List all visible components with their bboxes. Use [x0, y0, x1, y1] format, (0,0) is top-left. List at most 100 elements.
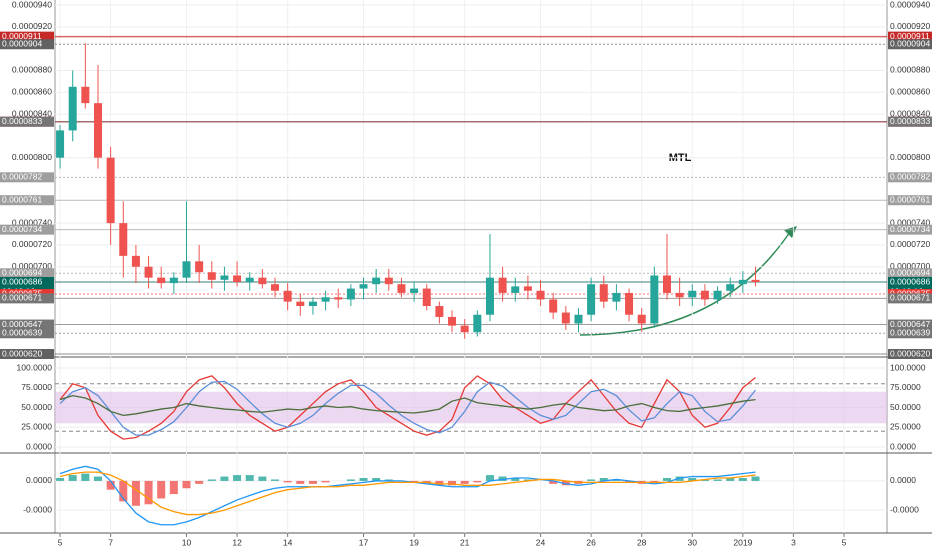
histogram-bar	[258, 476, 267, 481]
histogram-bar	[751, 476, 760, 481]
candle-body	[144, 266, 153, 278]
price-label: 0.0000639	[2, 328, 42, 338]
candle-body	[688, 290, 697, 298]
candle-body	[68, 86, 77, 131]
candle-body	[448, 316, 457, 326]
price-label-box	[888, 277, 932, 288]
price-label-box	[888, 293, 932, 304]
price-label-box	[0, 195, 54, 206]
candle-body	[637, 314, 646, 324]
histogram-bar	[308, 480, 317, 484]
x-tick-label: 7	[108, 537, 113, 547]
x-tick-label: 24	[536, 537, 546, 547]
y-tick-label: 0.0000880	[890, 65, 930, 75]
histogram-bar	[561, 480, 570, 486]
y-tick-label: 0.0000840	[12, 108, 52, 118]
y-tick-label: 0.0000940	[12, 0, 52, 9]
price-label: 0.0000911	[2, 31, 42, 41]
y-tick-label: 0.0000800	[12, 152, 52, 162]
y-tick-label: 0.0000920	[12, 21, 52, 31]
x-tick-label: 26	[586, 537, 596, 547]
histogram-bar	[511, 478, 520, 481]
y-tick-label: 0.0000920	[890, 21, 930, 31]
histogram-bar	[485, 475, 494, 481]
histogram-bar	[296, 480, 305, 484]
y-tick-label: 0.0000	[890, 475, 916, 485]
y-tick-label: 0.0000800	[890, 152, 930, 162]
y-tick-label: 0.0000720	[890, 239, 930, 249]
candle-body	[650, 275, 659, 324]
candle-body	[738, 279, 747, 285]
price-label-box	[0, 349, 54, 359]
histogram-bar	[271, 479, 280, 481]
y-tick-label: 25.0000	[21, 422, 52, 432]
x-tick-label: 10	[182, 537, 192, 547]
price-label: 0.0000904	[2, 39, 42, 49]
y-tick-label: 0.0000740	[12, 217, 52, 227]
candle-body	[346, 288, 355, 300]
histogram-bar	[498, 476, 507, 481]
candle-body	[169, 277, 178, 284]
y-tick-label: 25.0000	[890, 422, 921, 432]
price-label-box	[888, 328, 932, 339]
histogram-bar	[587, 479, 596, 481]
y-tick-label: 100.0000	[890, 362, 926, 372]
candle-body	[561, 312, 570, 324]
price-label: 0.0000904	[890, 39, 930, 49]
candle-body	[207, 272, 216, 280]
price-label: 0.0000675	[890, 288, 930, 298]
price-label-box	[888, 31, 932, 42]
histogram-bar	[93, 476, 102, 481]
price-label: 0.0000833	[890, 116, 930, 126]
histogram-bar	[650, 480, 659, 483]
candle-body	[131, 255, 140, 267]
candle-body	[283, 290, 292, 302]
price-label-box	[0, 268, 54, 279]
price-label: 0.0000694	[890, 268, 930, 278]
histogram-bar	[523, 479, 532, 481]
price-label: 0.0000671	[890, 293, 930, 303]
price-label-box	[888, 39, 932, 50]
histogram-bar	[549, 480, 558, 484]
y-tick-label: 0.0000700	[12, 261, 52, 271]
histogram-bar	[106, 480, 115, 490]
candle-body	[271, 284, 280, 291]
candle-body	[422, 288, 431, 307]
histogram-bar	[726, 478, 735, 481]
candle-body	[182, 261, 191, 278]
histogram-bar	[283, 480, 292, 483]
y-tick-label: 0.0000	[890, 441, 916, 451]
y-tick-label: -0.0000	[23, 504, 52, 514]
candle-body	[574, 314, 583, 324]
y-tick-label: 75.0000	[21, 382, 52, 392]
price-label-box	[888, 349, 932, 359]
y-tick-label: 0.0000860	[890, 87, 930, 97]
price-label: 0.0000671	[2, 293, 42, 303]
x-tick-label: 5	[58, 537, 63, 547]
y-tick-label: 75.0000	[890, 382, 921, 392]
x-tick-label: 5	[842, 537, 847, 547]
y-tick-label: 50.0000	[21, 402, 52, 412]
price-label: 0.0000911	[890, 31, 930, 41]
price-label-box	[0, 319, 54, 330]
histogram-bar	[131, 480, 140, 506]
candle-body	[473, 314, 482, 333]
histogram-bar	[56, 478, 65, 481]
series-line	[59, 394, 756, 417]
x-tick-label: 19	[409, 537, 419, 547]
price-label-box	[0, 277, 54, 288]
candle-body	[675, 292, 684, 298]
histogram-bar	[599, 478, 608, 481]
y-tick-label: 50.0000	[890, 402, 921, 412]
price-label: 0.0000620	[890, 348, 930, 358]
price-label-box	[0, 224, 54, 235]
x-tick-label: 28	[637, 537, 647, 547]
candle-body	[56, 130, 65, 158]
candle-body	[106, 157, 115, 224]
candle-body	[726, 284, 735, 291]
histogram-bar	[68, 475, 77, 481]
y-tick-label: 0.0000840	[890, 108, 930, 118]
candle-body	[157, 277, 166, 284]
candle-body	[321, 297, 330, 302]
